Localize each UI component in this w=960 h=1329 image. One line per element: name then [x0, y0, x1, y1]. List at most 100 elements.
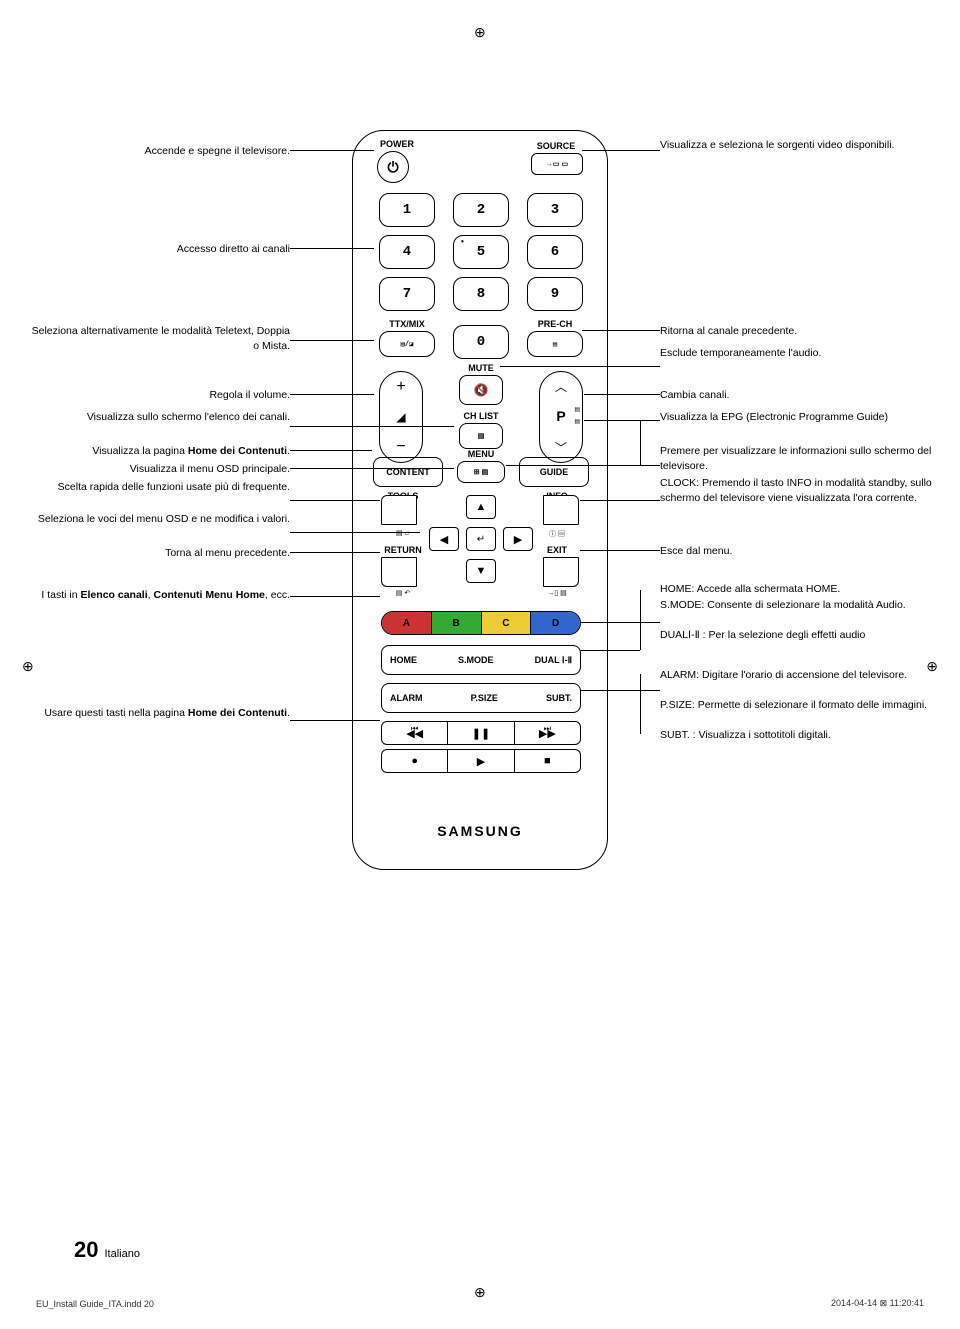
leader: [290, 394, 374, 395]
page-number: 20Italiano: [74, 1237, 140, 1263]
dpad-up[interactable]: ▲: [466, 495, 496, 519]
dpad-right[interactable]: ▶: [503, 527, 533, 551]
leader: [290, 248, 374, 249]
callout-menu: Visualizza il menu OSD principale.: [30, 462, 290, 477]
dpad-down[interactable]: ▼: [466, 559, 496, 583]
skip-back-icon: ⏮: [411, 724, 418, 734]
channel-rocker[interactable]: ︿ P ▤ ▤ ﹀: [539, 371, 583, 463]
source-label: SOURCE: [531, 141, 581, 151]
reg-mark-icon: ⊕: [474, 24, 486, 41]
mute-button[interactable]: 🔇: [459, 375, 503, 405]
leader: [580, 500, 660, 501]
footer-file: EU_Install Guide_ITA.indd 20: [36, 1299, 154, 1309]
leader: [640, 674, 641, 734]
leader: [290, 468, 454, 469]
callout-home: Usare questi tasti nella pagina Home dei…: [30, 706, 290, 721]
d-button[interactable]: D: [530, 612, 580, 634]
ttx-icon: ▤/◪: [401, 340, 414, 349]
dpad-left[interactable]: ◀: [429, 527, 459, 551]
num-7[interactable]: 7: [379, 277, 435, 311]
a-button[interactable]: A: [382, 612, 431, 634]
source-button[interactable]: →▭ ▭: [531, 153, 583, 175]
pause-button[interactable]: ❚❚: [447, 722, 513, 744]
callout-guide: Visualizza la EPG (Electronic Programme …: [660, 410, 940, 425]
callout-p: Cambia canali.: [660, 388, 940, 403]
row-home: HOME S.MODE DUAL Ⅰ-Ⅱ: [381, 645, 581, 675]
info-button[interactable]: [543, 495, 579, 525]
content-button[interactable]: CONTENT: [373, 457, 443, 487]
num-4[interactable]: 4: [379, 235, 435, 269]
callout-ttx: Seleziona alternativamente le modalità T…: [30, 324, 290, 353]
exit-button[interactable]: [543, 557, 579, 587]
num-0[interactable]: 0: [453, 325, 509, 359]
c-button[interactable]: C: [481, 612, 531, 634]
dual-button[interactable]: DUAL Ⅰ-Ⅱ: [535, 655, 572, 666]
callout-smode: S.MODE: Consente di selezionare la modal…: [660, 598, 940, 613]
ttx-button[interactable]: ▤/◪: [379, 331, 435, 357]
num-6[interactable]: 6: [527, 235, 583, 269]
remote-diagram: Accende e spegne il televisore. Accesso …: [0, 130, 960, 980]
num-3[interactable]: 3: [527, 193, 583, 227]
transport-row-1: ⏮◀◀ ❚❚ ⏭▶▶: [381, 721, 581, 745]
alarm-button[interactable]: ALARM: [390, 693, 423, 703]
callout-dual: DUALⅠ-Ⅱ : Per la selezione degli effetti…: [660, 628, 940, 643]
play-button[interactable]: ▶: [447, 750, 513, 772]
next-button[interactable]: ⏭▶▶: [514, 722, 580, 744]
minus-icon: −: [380, 438, 422, 456]
callout-osd: Seleziona le voci del menu OSD e ne modi…: [30, 512, 290, 527]
callout-prech: Ritorna al canale precedente.: [660, 324, 940, 339]
chlist-icon: ▤: [478, 432, 485, 440]
leader: [580, 690, 660, 691]
prech-button[interactable]: ▤: [527, 331, 583, 357]
callout-home-r: HOME: Accede alla schermata HOME.: [660, 582, 940, 597]
leader: [640, 420, 641, 450]
return-button[interactable]: [381, 557, 417, 587]
source-icon: →▭ ▭: [546, 160, 568, 168]
num-9[interactable]: 9: [527, 277, 583, 311]
num-1[interactable]: 1: [379, 193, 435, 227]
prev-button[interactable]: ⏮◀◀: [382, 722, 447, 744]
power-button[interactable]: ⏻: [377, 151, 409, 183]
b-button[interactable]: B: [431, 612, 481, 634]
leader: [640, 590, 641, 650]
mute-label: MUTE: [457, 363, 505, 373]
tools-button[interactable]: [381, 495, 417, 525]
smode-button[interactable]: S.MODE: [458, 655, 494, 665]
callout-volume: Regola il volume.: [30, 388, 290, 403]
guide-button[interactable]: GUIDE: [519, 457, 589, 487]
callout-abcd: I tasti in Elenco canali, Contenuti Menu…: [30, 588, 290, 603]
subt-button[interactable]: SUBT.: [546, 693, 572, 703]
leader: [290, 552, 380, 553]
callout-info: CLOCK: Premendo il tasto INFO in modalit…: [660, 476, 940, 505]
row-alarm: ALARM P.SIZE SUBT.: [381, 683, 581, 713]
leader: [290, 596, 380, 597]
callout-alarm: ALARM: Digitare l'orario di accensione d…: [660, 668, 940, 683]
leader: [582, 150, 660, 151]
p-icon-bot: ▤: [574, 418, 580, 425]
callout-source: Visualizza e seleziona le sorgenti video…: [660, 138, 940, 153]
ttx-label: TTX/MIX: [379, 319, 435, 329]
chlist-button[interactable]: ▤: [459, 423, 503, 449]
callout-exit: Esce dal menu.: [660, 544, 940, 559]
psize-button[interactable]: P.SIZE: [471, 693, 498, 703]
vol-icon: ◢: [380, 410, 422, 424]
leader: [584, 420, 660, 421]
num-8[interactable]: 8: [453, 277, 509, 311]
menu-button[interactable]: ⊞ ▤: [457, 461, 505, 483]
leader: [584, 394, 660, 395]
callout-power: Accende e spegne il televisore.: [30, 144, 290, 159]
return-sub: ▤ ↶: [381, 589, 425, 597]
num-5[interactable]: • 5: [453, 235, 509, 269]
rec-button[interactable]: ●: [382, 750, 447, 772]
leader: [290, 500, 380, 501]
home-button[interactable]: HOME: [390, 655, 417, 665]
dot-icon: •: [460, 238, 465, 247]
dpad-ok[interactable]: ↵: [466, 527, 496, 551]
abcd-row: A B C D: [381, 611, 581, 635]
exit-sub: →▯ ▤: [535, 589, 579, 597]
volume-rocker[interactable]: + ◢ −: [379, 371, 423, 463]
stop-button[interactable]: ■: [514, 750, 580, 772]
num-2[interactable]: 2: [453, 193, 509, 227]
brand-label: SAMSUNG: [353, 823, 607, 839]
remote-body: POWER ⏻ SOURCE →▭ ▭ 1 2 3 4 • 5 6 7 8 9 …: [352, 130, 608, 870]
